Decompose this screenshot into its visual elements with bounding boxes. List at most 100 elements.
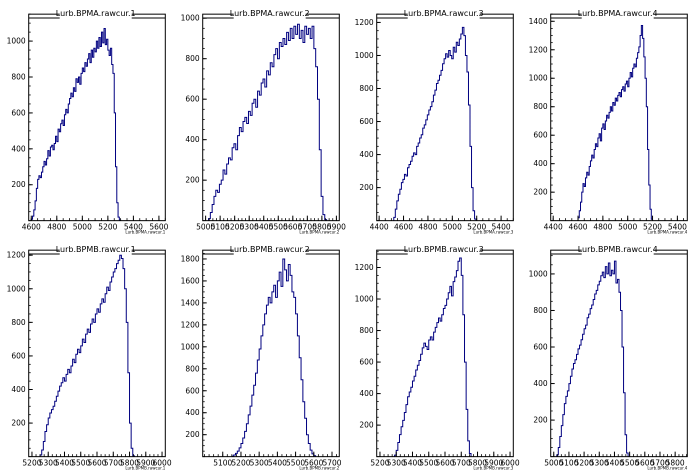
x-tick-label: 5400 xyxy=(268,459,287,468)
y-tick-label: 800 xyxy=(533,102,548,111)
plot-frame xyxy=(28,249,166,458)
x-tick-label: 5700 xyxy=(452,459,471,468)
x-tick-label: 5600 xyxy=(149,223,168,232)
x-tick-label: 5800 xyxy=(666,459,685,468)
histogram-pad-3: Lurb.BPMA.rawcur.3 200 400 600 800 1000 1200 44… xyxy=(348,0,522,236)
plot-frame xyxy=(202,249,340,458)
histogram-chart: Lurb.BPMA.rawcur.4 200 400 600 800 1000 1200 14… xyxy=(529,8,688,235)
title-box xyxy=(581,244,654,254)
y-tick-label: 1000 xyxy=(355,51,374,60)
x-tick-label: 5300 xyxy=(39,459,58,468)
y-tick-label: 800 xyxy=(11,73,26,82)
x-axis-label: Lurb.BPMB.rawcur.1 xyxy=(125,466,165,471)
y-tick-label: 200 xyxy=(533,188,548,197)
y-tick-label: 600 xyxy=(359,358,374,367)
y-tick-label: 1000 xyxy=(7,284,26,293)
histogram-title: Lurb.BPMB.rawcur.4 xyxy=(578,245,658,254)
plot-frame xyxy=(28,13,166,222)
x-tick-label: 5200 xyxy=(370,459,389,468)
x-tick-label: 5300 xyxy=(250,459,269,468)
histogram-line xyxy=(394,257,472,457)
x-tick-label: 5900 xyxy=(484,459,503,468)
histogram-chart: Lurb.BPMB.rawcur.2 200 400 600 800 1000 1200 14… xyxy=(181,244,342,471)
y-tick-label: 200 xyxy=(359,183,374,192)
y-tick-label: 400 xyxy=(533,379,548,388)
y-tick-label: 400 xyxy=(185,135,200,144)
x-tick-label: 5000 xyxy=(443,223,462,232)
plot-frame xyxy=(550,13,688,222)
x-tick-label: 5100 xyxy=(211,223,230,232)
histogram-title: Lurb.BPMA.rawcur.2 xyxy=(230,9,310,18)
x-tick-label: 4600 xyxy=(394,223,413,232)
x-tick-label: 5100 xyxy=(213,459,232,468)
x-axis-label: Lurb.BPMB.rawcur.3 xyxy=(473,466,513,471)
histogram-chart: Lurb.BPMB.rawcur.4 200 400 600 800 1000 500051… xyxy=(529,244,688,471)
x-tick-label: 5400 xyxy=(254,223,273,232)
histogram-pad-8: Lurb.BPMB.rawcur.4 200 400 600 800 1000 5000 51… xyxy=(522,236,696,472)
plot-frame xyxy=(376,13,514,222)
histogram-line xyxy=(577,25,654,221)
histogram-chart: Lurb.BPMB.rawcur.1 200 400 600 800 1000 1200 52… xyxy=(7,244,172,471)
y-tick-label: 1200 xyxy=(7,251,26,260)
histogram-pad-6: Lurb.BPMB.rawcur.2 200 400 600 800 1000 1200 14… xyxy=(174,236,348,472)
y-tick-label: 400 xyxy=(11,385,26,394)
x-tick-label: 5600 xyxy=(435,459,454,468)
y-tick-label: 200 xyxy=(185,176,200,185)
title-box xyxy=(407,244,480,254)
x-tick-label: 5100 xyxy=(559,459,578,468)
x-tick-label: 4800 xyxy=(593,223,612,232)
x-axis-label: Lurb.BPMB.rawcur.2 xyxy=(299,466,339,471)
y-tick-label: 600 xyxy=(11,351,26,360)
histogram-chart: Lurb.BPMA.rawcur.3 200 400 600 800 1000 1200 44… xyxy=(355,8,514,235)
y-tick-label: 400 xyxy=(359,150,374,159)
x-tick-label: 5800 xyxy=(312,223,331,232)
x-tick-label: 4800 xyxy=(47,223,66,232)
y-tick-label: 1400 xyxy=(181,298,200,307)
x-tick-label: 5700 xyxy=(104,459,123,468)
histogram-title: Lurb.BPMA.rawcur.4 xyxy=(578,9,658,18)
x-tick-label: 5200 xyxy=(22,459,41,468)
histogram-pad-2: Lurb.BPMA.rawcur.2 200 400 600 800 1000 5000 51… xyxy=(174,0,348,236)
x-tick-label: 5600 xyxy=(304,459,323,468)
y-tick-label: 1800 xyxy=(181,254,200,263)
x-axis-label: Lurb.BPMB.rawcur.4 xyxy=(647,466,687,471)
title-box xyxy=(581,8,654,18)
histogram-line xyxy=(30,28,122,221)
y-tick-label: 1000 xyxy=(181,342,200,351)
x-tick-label: 5400 xyxy=(403,459,422,468)
plot-frame xyxy=(376,249,514,458)
x-tick-label: 5400 xyxy=(668,223,687,232)
y-tick-label: 600 xyxy=(185,386,200,395)
y-tick-label: 800 xyxy=(359,326,374,335)
title-box xyxy=(233,244,306,254)
y-tick-label: 200 xyxy=(533,416,548,425)
y-tick-label: 1400 xyxy=(529,17,548,26)
histogram-line xyxy=(39,254,135,457)
x-tick-label: 5200 xyxy=(643,223,662,232)
y-tick-label: 1000 xyxy=(355,295,374,304)
histogram-line xyxy=(393,26,477,221)
x-tick-label: 5600 xyxy=(635,459,654,468)
x-tick-label: 5000 xyxy=(73,223,92,232)
y-tick-label: 400 xyxy=(359,389,374,398)
y-tick-label: 800 xyxy=(185,54,200,63)
histogram-chart: Lurb.BPMA.rawcur.2 200 400 600 800 1000 500051… xyxy=(181,8,346,235)
histogram-title: Lurb.BPMB.rawcur.1 xyxy=(56,245,136,254)
x-tick-label: 4800 xyxy=(418,223,437,232)
x-tick-label: 5900 xyxy=(136,459,155,468)
histogram-pad-7: Lurb.BPMB.rawcur.3 200 400 600 800 1000 1200 52… xyxy=(348,236,522,472)
x-tick-label: 5200 xyxy=(98,223,117,232)
x-tick-label: 5500 xyxy=(286,459,305,468)
x-tick-label: 5400 xyxy=(55,459,74,468)
histogram-chart: Lurb.BPMB.rawcur.3 200 400 600 800 1000 1200 52… xyxy=(355,244,520,471)
x-tick-label: 5000 xyxy=(618,223,637,232)
y-tick-label: 1000 xyxy=(181,14,200,23)
y-tick-label: 1200 xyxy=(355,263,374,272)
x-tick-label: 5700 xyxy=(298,223,317,232)
x-tick-label: 5900 xyxy=(327,223,346,232)
histogram-line xyxy=(556,260,629,457)
x-tick-label: 5200 xyxy=(231,459,250,468)
x-tick-label: 5300 xyxy=(387,459,406,468)
x-tick-label: 5700 xyxy=(650,459,669,468)
